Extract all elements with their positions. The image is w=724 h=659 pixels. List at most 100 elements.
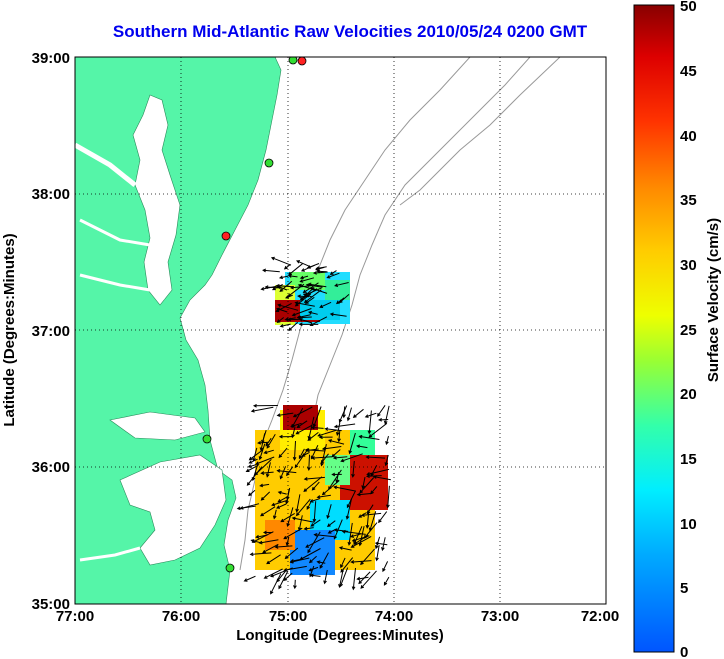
velocity-arrow xyxy=(312,406,322,428)
radar-station-active xyxy=(288,57,298,65)
velocity-arrow xyxy=(251,464,259,482)
velocity-arrow xyxy=(351,567,356,591)
velocity-arrow xyxy=(287,317,301,322)
velocity-arrow xyxy=(386,485,390,509)
grid-lines xyxy=(75,57,606,604)
rappahannock-river xyxy=(79,218,151,247)
velocity-arrow xyxy=(385,435,389,446)
y-axis-label: Latitude (Degrees:Minutes) xyxy=(1,233,18,426)
velocity-arrow xyxy=(278,434,293,439)
velocity-arrow xyxy=(366,468,390,476)
velocity-arrow xyxy=(299,277,315,283)
velocity-arrow xyxy=(275,302,292,312)
velocity-arrow xyxy=(287,274,298,278)
velocity-arrow xyxy=(252,447,258,462)
velocity-arrow xyxy=(378,511,388,524)
velocity-arrow xyxy=(338,546,352,551)
velocity-arrow xyxy=(338,405,348,423)
x-tick-label: 77:00 xyxy=(56,608,94,625)
velocity-arrow xyxy=(288,321,299,332)
velocity-arrow xyxy=(243,575,256,582)
velocity-arrow xyxy=(302,293,312,298)
velocity-arrow xyxy=(358,434,380,440)
velocity-arrow xyxy=(292,440,297,461)
bathymetry-contour-deep xyxy=(399,57,561,206)
velocity-arrow xyxy=(265,437,272,447)
colorbar-tick-label: 10 xyxy=(680,516,697,533)
velocity-arrow xyxy=(333,423,356,429)
velocity-arrow xyxy=(356,576,369,581)
x-axis: 77:00 76:00 75:00 74:00 73:00 72:00 Long… xyxy=(56,608,619,644)
velocity-arrow xyxy=(248,489,256,497)
colorbar-tick-label: 30 xyxy=(680,257,697,274)
velocity-arrow xyxy=(307,282,327,288)
y-tick-label: 37:00 xyxy=(32,323,70,340)
velocity-arrow xyxy=(259,433,266,452)
velocity-arrow xyxy=(340,557,346,569)
radar-station-inactive xyxy=(221,231,231,241)
velocity-arrow xyxy=(327,528,337,534)
velocity-arrow xyxy=(263,568,283,579)
velocity-arrow xyxy=(365,510,370,529)
velocity-arrow xyxy=(307,310,318,315)
velocity-arrow xyxy=(305,537,325,548)
velocity-arrow xyxy=(358,512,367,518)
velocity-arrow xyxy=(285,294,293,299)
velocity-arrow xyxy=(266,434,276,449)
velocity-arrow xyxy=(338,569,344,589)
velocity-arrow xyxy=(276,503,287,509)
velocity-arrow xyxy=(335,422,341,437)
velocity-arrow xyxy=(358,526,365,547)
velocity-arrow xyxy=(329,312,347,317)
velocity-arrow xyxy=(317,429,337,437)
velocity-arrow xyxy=(346,407,352,422)
x-tick-label: 76:00 xyxy=(162,608,200,625)
velocity-arrow xyxy=(323,569,328,585)
x-tick-label: 74:00 xyxy=(375,608,413,625)
velocity-arrow xyxy=(382,561,389,573)
velocity-arrow xyxy=(250,539,262,544)
velocity-arrow xyxy=(348,432,356,455)
velocity-arrow xyxy=(310,444,319,460)
velocity-arrow xyxy=(278,570,289,590)
velocity-arrow xyxy=(297,294,310,299)
velocity-arrow xyxy=(250,406,274,413)
velocity-arrow xyxy=(279,466,287,480)
potomac-river xyxy=(75,142,137,187)
velocity-arrow xyxy=(300,264,315,272)
velocity-arrow xyxy=(340,453,363,463)
velocity-arrow xyxy=(381,537,386,552)
velocity-arrow xyxy=(260,491,271,501)
velocity-arrow xyxy=(316,560,326,564)
velocity-arrow xyxy=(350,535,372,548)
velocity-arrow xyxy=(331,449,341,458)
velocity-arrow xyxy=(276,469,297,474)
colorbar-tick-label: 50 xyxy=(680,0,697,15)
velocity-arrow xyxy=(272,509,277,520)
velocity-arrow xyxy=(361,476,366,490)
velocity-field-north xyxy=(275,272,350,325)
radar-station-active xyxy=(225,563,235,573)
velocity-arrow xyxy=(277,490,287,495)
velocity-arrow xyxy=(313,532,334,538)
velocity-arrow xyxy=(306,499,313,510)
velocity-arrow xyxy=(297,283,316,291)
velocity-arrow xyxy=(378,417,389,422)
velocity-arrow xyxy=(295,494,301,513)
velocity-arrow xyxy=(351,460,355,478)
plot-frame xyxy=(74,56,607,605)
colorbar-label: Surface Velocity (cm/s) xyxy=(705,218,722,382)
velocity-arrow xyxy=(296,420,308,428)
velocity-arrow xyxy=(304,448,326,452)
velocity-arrow xyxy=(318,435,333,440)
velocity-arrow xyxy=(321,480,340,496)
velocity-arrow xyxy=(365,455,386,460)
velocity-arrow xyxy=(262,543,279,554)
velocity-arrow xyxy=(288,263,303,276)
velocity-arrow xyxy=(332,455,348,460)
velocity-arrow xyxy=(341,529,366,535)
velocity-arrow xyxy=(326,520,336,528)
chesapeake-bay xyxy=(132,94,181,306)
velocity-arrow xyxy=(263,449,274,455)
velocity-arrow xyxy=(319,552,329,569)
